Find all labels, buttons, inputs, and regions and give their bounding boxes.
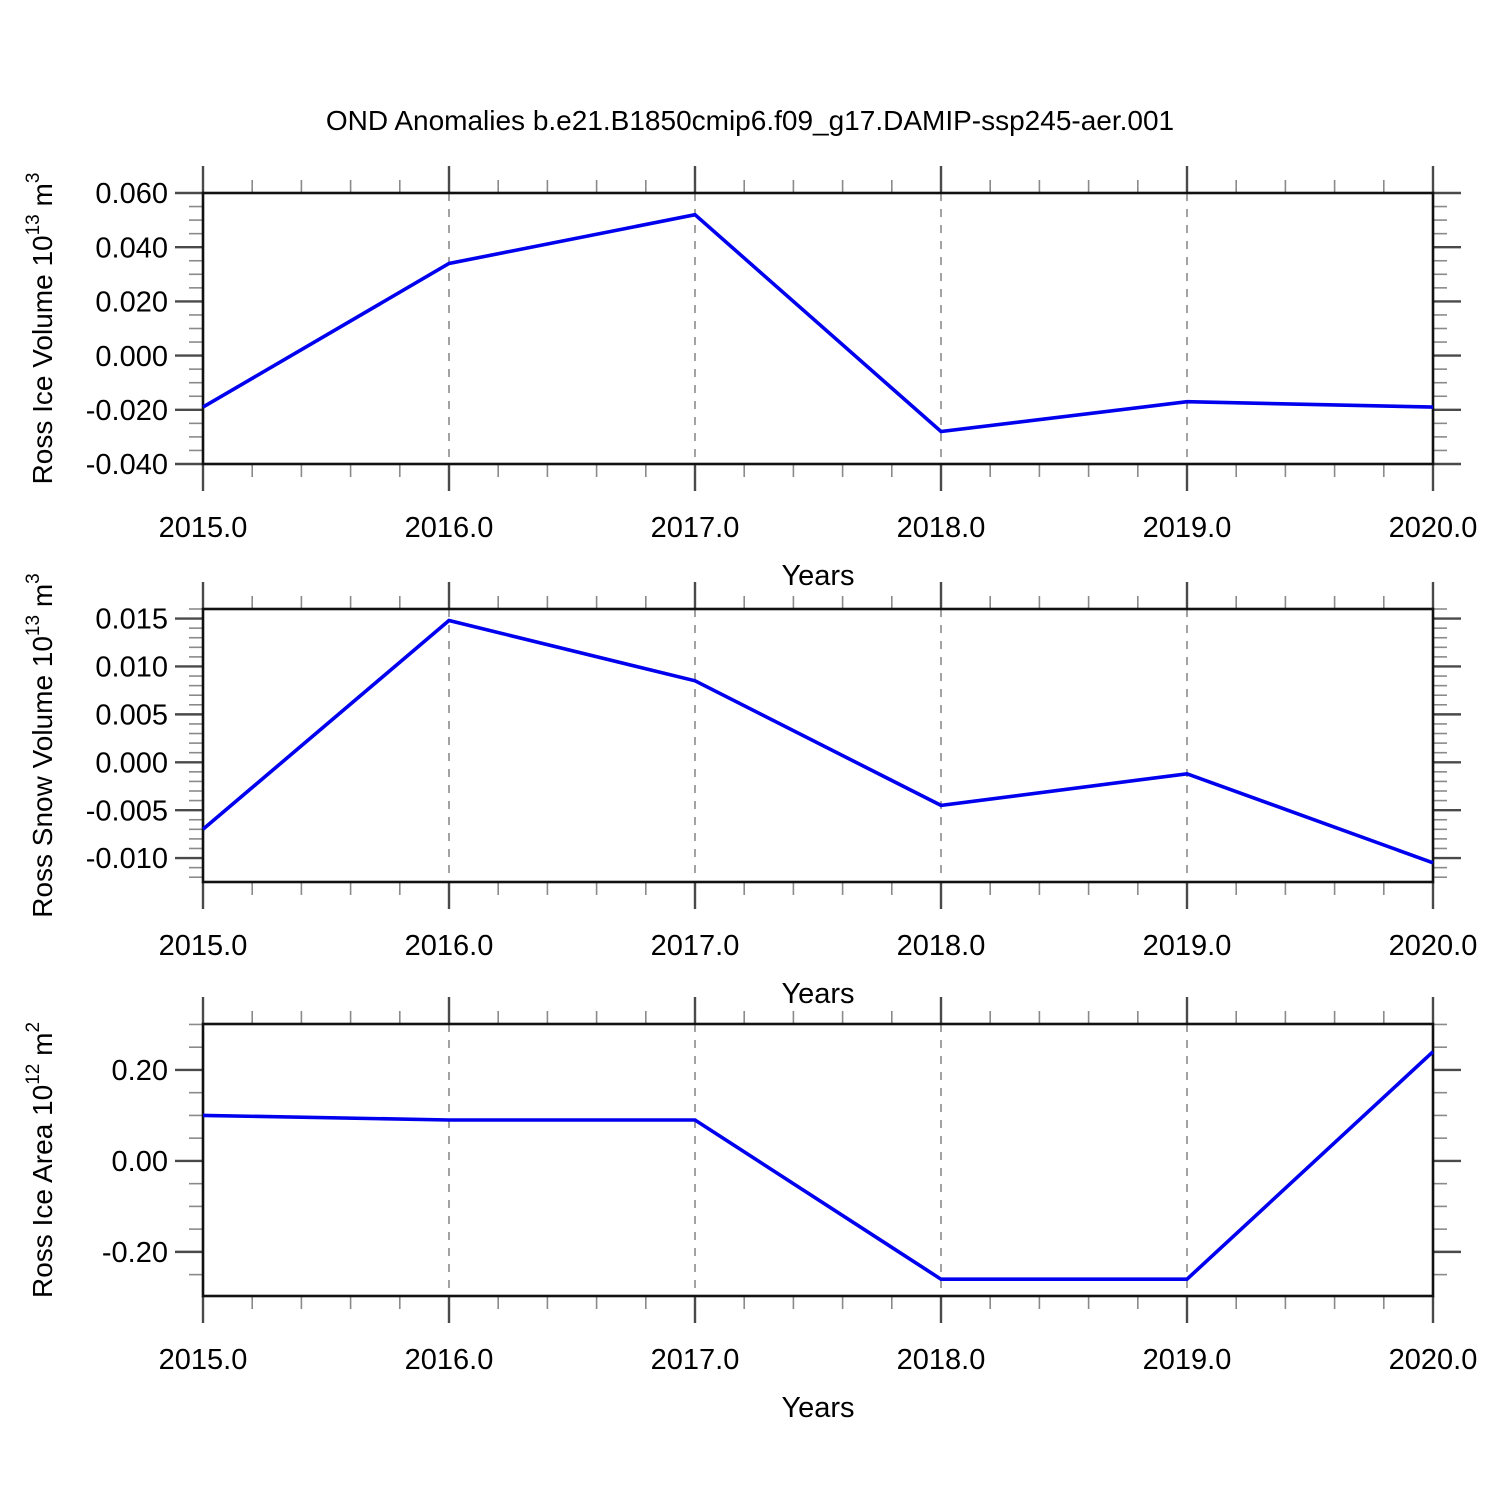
x-tick-label: 2018.0 xyxy=(897,512,986,544)
x-tick-label: 2015.0 xyxy=(159,1344,248,1376)
y-axis-title: Ross Ice Area 1012 m2 xyxy=(23,1022,58,1298)
x-tick-label: 2017.0 xyxy=(651,1344,740,1376)
y-tick-label: 0.000 xyxy=(95,747,168,779)
series-line xyxy=(201,618,1434,865)
y-axis-title: Ross Snow Volume 1013 m3 xyxy=(23,573,58,918)
x-tick-label: 2017.0 xyxy=(651,512,740,544)
panel-ross-ice-volume: 2015.0 2016.0 2017.0 2018.0 2019.0 2020.0 0.06… xyxy=(23,166,1477,592)
y-tick-label: 0.000 xyxy=(95,341,168,373)
x-axis-title: Years xyxy=(781,560,854,592)
plot-border xyxy=(201,191,1435,466)
series-line xyxy=(202,212,1434,434)
y-tick-label: 0.020 xyxy=(95,287,168,319)
panel-ross-snow-volume: 2015.0 2016.0 2017.0 2018.0 2019.0 2020.0 0.01… xyxy=(23,573,1477,1010)
plot-border xyxy=(201,607,1435,884)
panel-ross-ice-area: 2015.0 2016.0 2017.0 2018.0 2019.0 2020.0 0.20… xyxy=(23,997,1477,1424)
y-tick-label: 0.060 xyxy=(95,178,168,210)
x-tick-label: 2020.0 xyxy=(1389,512,1478,544)
x-tick-label: 2020.0 xyxy=(1389,930,1478,962)
y-tick-label: 0.20 xyxy=(112,1055,168,1087)
x-tick-label: 2015.0 xyxy=(159,512,248,544)
plot-border xyxy=(201,1022,1435,1298)
x-tick-label: 2019.0 xyxy=(1143,1344,1232,1376)
y-tick-label: 0.040 xyxy=(95,232,168,264)
x-tick-label: 2015.0 xyxy=(159,930,248,962)
y-tick-label: -0.040 xyxy=(86,449,168,481)
x-tick-label: 2019.0 xyxy=(1143,930,1232,962)
y-axis-title: Ross Ice Volume 1013 m3 xyxy=(23,173,58,485)
x-tick-label: 2019.0 xyxy=(1143,512,1232,544)
y-tick-label: 0.015 xyxy=(95,604,168,636)
y-tick-label: 0.00 xyxy=(112,1146,168,1178)
x-axis-title: Years xyxy=(781,978,854,1010)
y-tick-label: -0.010 xyxy=(86,843,168,875)
x-tick-label: 2016.0 xyxy=(405,1344,494,1376)
y-tick-label: 0.010 xyxy=(95,652,168,684)
y-tick-label: -0.20 xyxy=(102,1237,168,1269)
x-tick-label: 2020.0 xyxy=(1389,1344,1478,1376)
x-tick-label: 2016.0 xyxy=(405,930,494,962)
y-tick-label: -0.005 xyxy=(86,795,168,827)
x-tick-label: 2017.0 xyxy=(651,930,740,962)
chart-title: OND Anomalies b.e21.B1850cmip6.f09_g17.D… xyxy=(325,105,1175,136)
x-axis-title: Years xyxy=(781,1392,854,1424)
y-tick-label: -0.020 xyxy=(86,395,168,427)
series-line xyxy=(202,1050,1435,1281)
y-tick-label: 0.005 xyxy=(95,700,168,732)
x-tick-label: 2018.0 xyxy=(897,930,986,962)
x-tick-label: 2018.0 xyxy=(897,1344,986,1376)
x-tick-label: 2016.0 xyxy=(405,512,494,544)
